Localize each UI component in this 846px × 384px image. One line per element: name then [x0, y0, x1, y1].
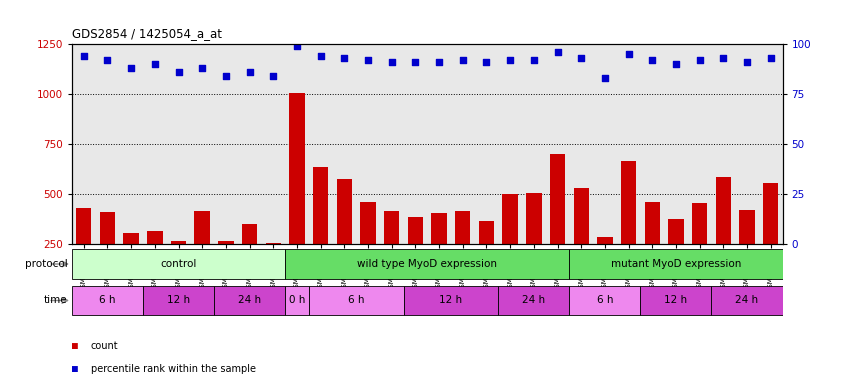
Bar: [404, 286, 498, 315]
Point: [172, 69, 185, 75]
Bar: [285, 286, 309, 315]
Point: [503, 57, 517, 63]
Bar: [214, 286, 285, 315]
Bar: [72, 249, 285, 279]
Bar: [550, 154, 565, 294]
Bar: [360, 202, 376, 294]
Text: 12 h: 12 h: [664, 295, 688, 306]
Point: [124, 65, 138, 71]
Text: time: time: [44, 295, 68, 306]
Bar: [716, 177, 731, 294]
Point: [219, 73, 233, 79]
Point: [148, 61, 162, 67]
Point: [717, 55, 730, 61]
Point: [480, 59, 493, 65]
Point: [101, 57, 114, 63]
Text: 6 h: 6 h: [348, 295, 365, 306]
Bar: [498, 286, 569, 315]
Bar: [147, 231, 162, 294]
Point: [527, 57, 541, 63]
Point: [385, 59, 398, 65]
Text: protocol: protocol: [25, 259, 68, 269]
Text: wild type MyoD expression: wild type MyoD expression: [357, 259, 497, 269]
Bar: [503, 194, 518, 294]
Point: [764, 55, 777, 61]
Point: [266, 73, 280, 79]
Bar: [313, 167, 328, 294]
Text: ■: ■: [72, 341, 78, 351]
Bar: [668, 219, 684, 294]
Bar: [455, 211, 470, 294]
Point: [645, 57, 659, 63]
Bar: [266, 243, 281, 294]
Text: GDS2854 / 1425054_a_at: GDS2854 / 1425054_a_at: [72, 27, 222, 40]
Bar: [645, 202, 660, 294]
Bar: [692, 203, 707, 294]
Bar: [574, 188, 589, 294]
Point: [740, 59, 754, 65]
Bar: [72, 286, 143, 315]
Text: 6 h: 6 h: [99, 295, 116, 306]
Text: ■: ■: [72, 364, 78, 374]
Bar: [526, 193, 541, 294]
Text: count: count: [91, 341, 118, 351]
Point: [669, 61, 683, 67]
Text: 12 h: 12 h: [167, 295, 190, 306]
Bar: [479, 221, 494, 294]
Point: [598, 75, 612, 81]
Text: 24 h: 24 h: [522, 295, 546, 306]
Bar: [242, 224, 257, 294]
Bar: [569, 286, 640, 315]
Point: [290, 43, 304, 49]
Text: 12 h: 12 h: [439, 295, 463, 306]
Bar: [285, 249, 569, 279]
Text: control: control: [161, 259, 196, 269]
Bar: [218, 241, 233, 294]
Text: 24 h: 24 h: [735, 295, 759, 306]
Point: [338, 55, 351, 61]
Bar: [384, 211, 399, 294]
Bar: [431, 213, 447, 294]
Point: [456, 57, 470, 63]
Bar: [739, 210, 755, 294]
Point: [77, 53, 91, 59]
Bar: [171, 241, 186, 294]
Bar: [640, 286, 711, 315]
Bar: [597, 237, 613, 294]
Text: mutant MyoD expression: mutant MyoD expression: [611, 259, 741, 269]
Bar: [195, 211, 210, 294]
Text: 6 h: 6 h: [596, 295, 613, 306]
Point: [432, 59, 446, 65]
Point: [693, 57, 706, 63]
Text: 0 h: 0 h: [288, 295, 305, 306]
Point: [314, 53, 327, 59]
Point: [195, 65, 209, 71]
Bar: [309, 286, 404, 315]
Point: [243, 69, 256, 75]
Bar: [337, 179, 352, 294]
Point: [361, 57, 375, 63]
Bar: [621, 161, 636, 294]
Text: 24 h: 24 h: [238, 295, 261, 306]
Bar: [124, 233, 139, 294]
Bar: [763, 183, 778, 294]
Bar: [143, 286, 214, 315]
Bar: [711, 286, 783, 315]
Point: [622, 51, 635, 57]
Point: [551, 49, 564, 55]
Bar: [100, 212, 115, 294]
Point: [409, 59, 422, 65]
Bar: [76, 208, 91, 294]
Point: [574, 55, 588, 61]
Bar: [408, 217, 423, 294]
Text: percentile rank within the sample: percentile rank within the sample: [91, 364, 255, 374]
Bar: [289, 93, 305, 294]
Bar: [569, 249, 783, 279]
